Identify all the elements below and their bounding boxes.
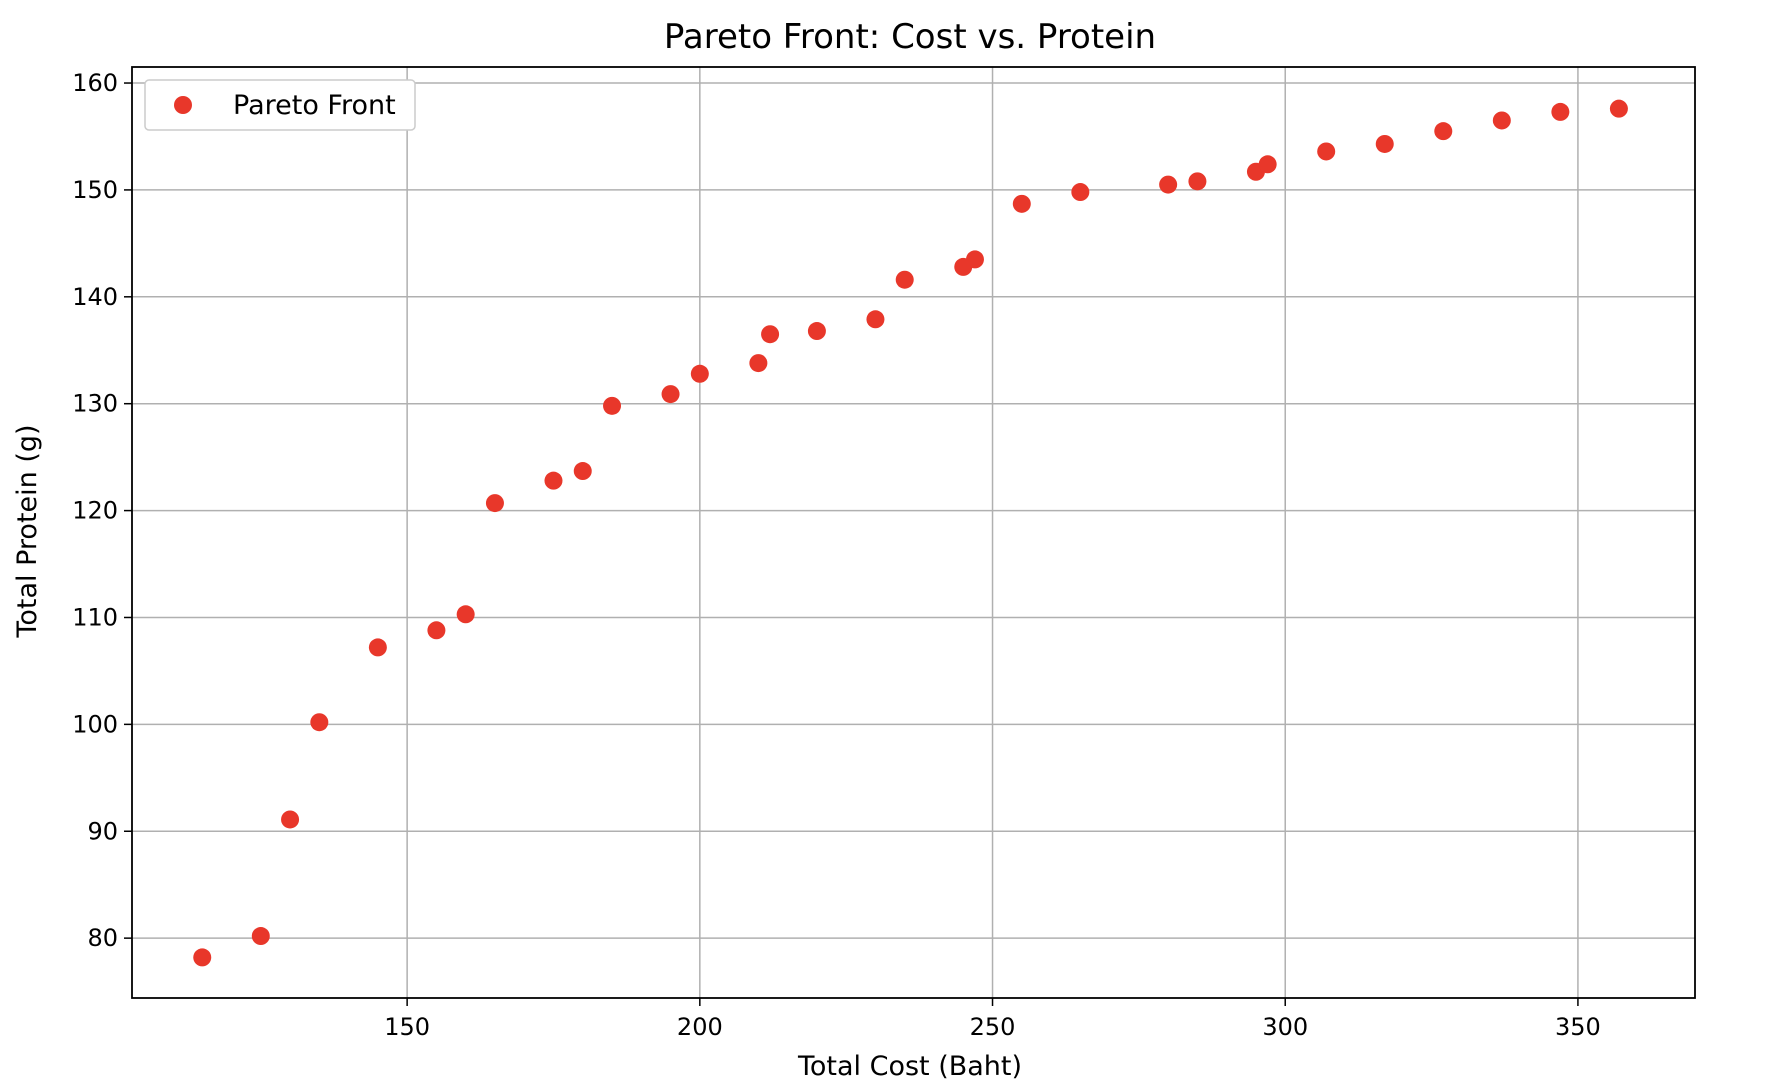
legend: Pareto Front xyxy=(144,79,416,131)
data-point xyxy=(1012,194,1031,213)
data-points xyxy=(193,99,1628,967)
data-point xyxy=(895,270,914,289)
data-point xyxy=(807,322,826,341)
data-point xyxy=(251,927,270,946)
data-point xyxy=(1492,111,1511,130)
data-point xyxy=(485,494,504,513)
data-point xyxy=(368,638,387,657)
data-point xyxy=(1188,172,1207,191)
data-point xyxy=(661,385,680,404)
y-tick-label: 110 xyxy=(72,603,118,631)
y-tick-label: 130 xyxy=(72,390,118,418)
y-tick-label: 80 xyxy=(87,924,118,952)
data-point xyxy=(1071,183,1090,202)
legend-box xyxy=(144,79,416,131)
x-tick-label: 150 xyxy=(384,1013,430,1041)
x-tick-label: 300 xyxy=(1262,1013,1308,1041)
plot-frame xyxy=(131,66,1696,999)
x-axis-label: Total Cost (Baht) xyxy=(797,1051,1022,1082)
data-point xyxy=(456,605,475,624)
data-point xyxy=(690,364,709,383)
data-point xyxy=(866,310,885,329)
y-tick-label: 100 xyxy=(72,710,118,738)
data-point xyxy=(281,810,300,829)
y-tick-label: 150 xyxy=(72,176,118,204)
data-point xyxy=(749,354,768,373)
data-point xyxy=(1317,142,1336,161)
x-tick-label: 200 xyxy=(677,1013,723,1041)
data-point xyxy=(1375,134,1394,153)
legend-marker xyxy=(174,96,192,114)
data-point xyxy=(761,325,780,344)
x-tick-label: 250 xyxy=(970,1013,1016,1041)
x-tick-label: 350 xyxy=(1555,1013,1601,1041)
data-point xyxy=(1551,102,1570,121)
data-point xyxy=(1609,99,1628,118)
data-point xyxy=(965,250,984,269)
data-point xyxy=(427,621,446,640)
x-axis-ticks: 150 200 250 300 350 xyxy=(384,998,1601,1041)
legend-label: Pareto Front xyxy=(233,90,396,121)
data-point xyxy=(573,462,592,481)
y-tick-label: 160 xyxy=(72,69,118,97)
y-axis-ticks: 80 90 100 110 120 130 140 150 160 xyxy=(72,69,132,952)
y-tick-label: 90 xyxy=(87,817,118,845)
data-point xyxy=(544,471,563,490)
data-point xyxy=(310,713,329,732)
grid xyxy=(132,67,1695,998)
data-point xyxy=(1258,155,1277,174)
y-tick-label: 120 xyxy=(72,497,118,525)
data-point xyxy=(1159,175,1178,194)
data-point xyxy=(1434,122,1453,141)
y-axis-label: Total Protein (g) xyxy=(12,424,43,638)
y-tick-label: 140 xyxy=(72,283,118,311)
data-point xyxy=(603,396,622,415)
chart-title: Pareto Front: Cost vs. Protein xyxy=(664,17,1156,57)
data-point xyxy=(193,948,212,967)
